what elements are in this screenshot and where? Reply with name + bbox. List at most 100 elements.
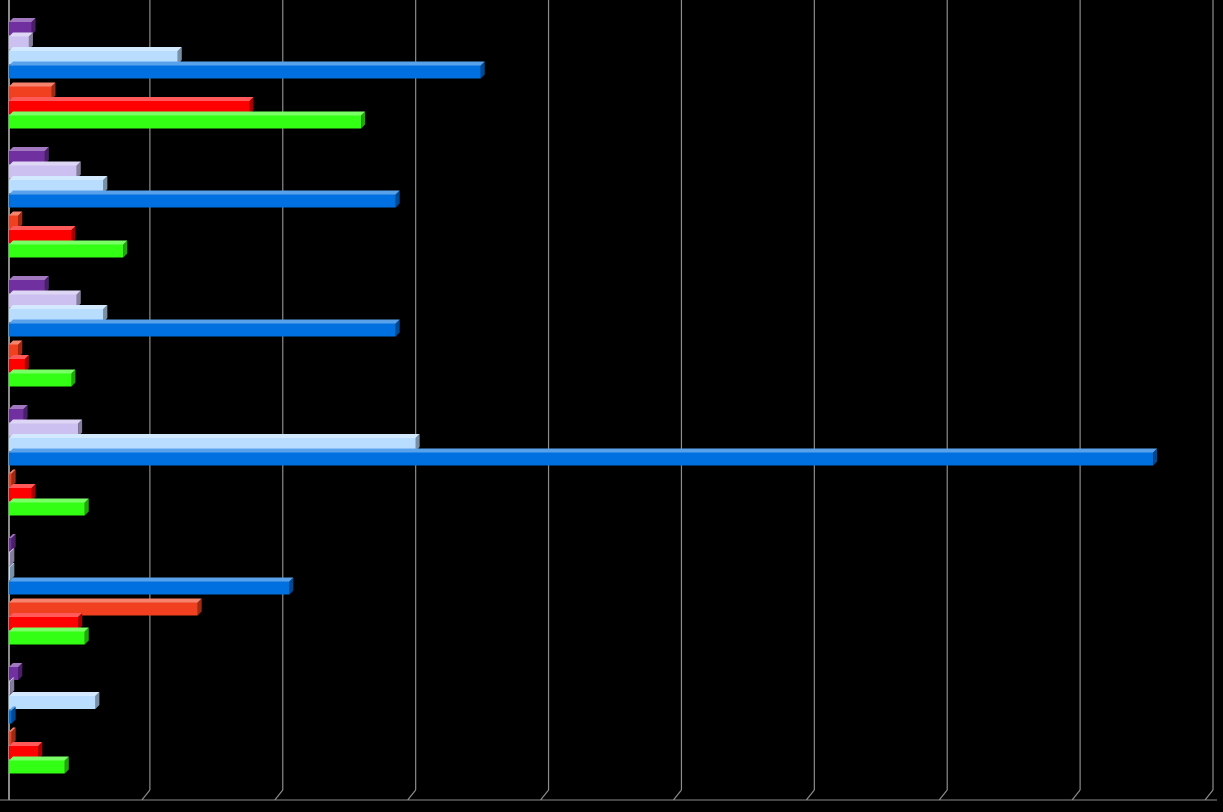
bar [9, 760, 65, 774]
bar [9, 294, 77, 308]
bar-end-face [1153, 448, 1158, 466]
bar [9, 180, 104, 193]
bar-top-face [9, 32, 33, 37]
bar [9, 681, 11, 695]
bar-end-face [361, 111, 366, 129]
bar-end-face [177, 47, 182, 64]
bar [9, 151, 45, 164]
bar-top-face [9, 18, 36, 22]
bar [9, 323, 396, 337]
bar-end-face [395, 190, 400, 208]
gridline-floor [274, 789, 284, 801]
bar [9, 567, 11, 580]
bar-end-face [123, 240, 128, 258]
bar-top-face [9, 111, 366, 116]
bar-end-face [197, 598, 202, 616]
bar-end-face [44, 276, 49, 293]
bar-top-face [9, 627, 89, 632]
bar-end-face [18, 663, 23, 680]
bar-end-face [84, 627, 89, 645]
bar-end-face [31, 18, 36, 35]
bar [9, 409, 24, 422]
bar-top-face [9, 598, 202, 603]
bar-top-face [9, 677, 15, 682]
bar [9, 631, 85, 645]
gridline-floor [805, 789, 815, 801]
bar [9, 710, 12, 724]
bar-end-face [480, 61, 485, 79]
bar-top-face [9, 305, 108, 309]
bar [9, 22, 32, 35]
bar-top-face [9, 577, 294, 582]
bar-top-face [9, 226, 76, 230]
bar [9, 230, 72, 243]
bar-end-face [103, 305, 108, 322]
bar-end-face [10, 548, 15, 566]
bar [9, 215, 19, 229]
bar-top-face [9, 290, 81, 295]
bar-end-face [18, 211, 23, 229]
bar-top-face [9, 319, 400, 324]
bar-end-face [78, 613, 83, 630]
bar-end-face [24, 355, 29, 372]
bar-end-face [76, 161, 81, 179]
bar [9, 746, 39, 759]
bar-top-face [9, 97, 254, 101]
bar-end-face [11, 469, 16, 487]
bar [9, 51, 178, 64]
bar-end-face [415, 434, 420, 451]
bar-end-face [38, 742, 43, 759]
bar [9, 344, 19, 358]
bar [9, 101, 250, 114]
bar-top-face [9, 498, 89, 503]
bar-top-face [9, 534, 16, 538]
bar-top-face [9, 147, 49, 151]
bar-top-face [9, 405, 28, 409]
bar-end-face [11, 727, 16, 745]
bar [9, 502, 85, 516]
bar-top-face [9, 419, 83, 424]
bar [9, 602, 198, 616]
bar-top-face [9, 176, 108, 180]
bar-top-face [9, 742, 43, 746]
bar-top-face [9, 484, 36, 488]
bar-top-face [9, 448, 1158, 453]
bar-top-face [9, 692, 100, 696]
gridline-floor [672, 789, 682, 801]
bar-end-face [395, 319, 400, 337]
bar [9, 617, 79, 630]
bar [9, 86, 52, 100]
bar [9, 373, 72, 387]
gridline-floor [540, 789, 550, 801]
bar-top-face [9, 340, 23, 345]
bar-end-face [10, 677, 15, 695]
bar [9, 731, 12, 745]
bar-top-face [9, 369, 76, 374]
bar-end-face [28, 32, 33, 50]
gridline-floor [1204, 789, 1214, 801]
bar-top-face [9, 563, 15, 567]
bar [9, 696, 96, 709]
gridline-floor [407, 789, 417, 801]
bar-end-face [103, 176, 108, 193]
bar-end-face [31, 484, 36, 501]
bar [9, 488, 32, 501]
bar-top-face [9, 613, 83, 617]
bar-top-face [9, 47, 182, 51]
bar-top-face [9, 61, 485, 66]
bar [9, 423, 79, 437]
bar-top-face [9, 706, 16, 711]
bar [9, 280, 45, 293]
bar-top-face [9, 548, 15, 553]
bar [9, 309, 104, 322]
bar-end-face [44, 147, 49, 164]
bar-top-face [9, 469, 16, 474]
bar-top-face [9, 663, 23, 667]
bar [9, 194, 396, 208]
bar [9, 581, 290, 595]
bar-end-face [10, 563, 15, 580]
bar-end-face [23, 405, 28, 422]
bar [9, 552, 11, 566]
